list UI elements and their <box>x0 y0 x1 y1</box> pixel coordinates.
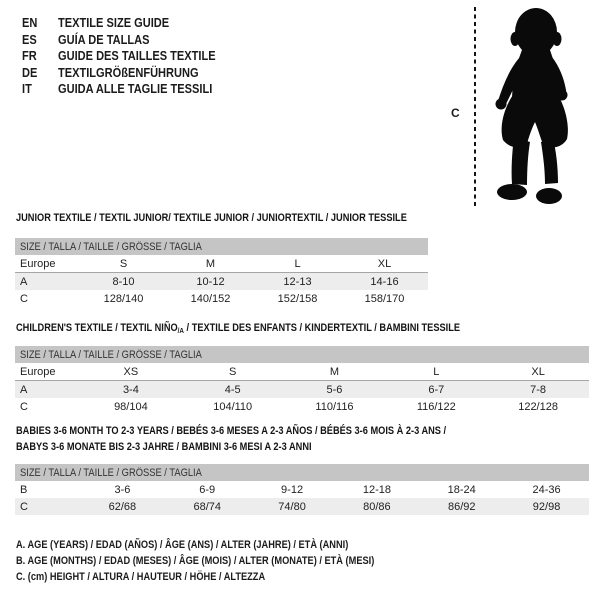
table-row-a: A 8-10 10-12 12-13 14-16 <box>15 272 428 290</box>
lang-code: ES <box>22 31 37 47</box>
value-cell: 122/128 <box>518 400 558 413</box>
children-size-table: SIZE / TALLA / TAILLE / GRÖSSE / TAGLIA … <box>15 346 589 415</box>
size-header-bar: SIZE / TALLA / TAILLE / GRÖSSE / TAGLIA <box>15 464 589 481</box>
footnote-c: C. (cm) HEIGHT / ALTURA / HAUTEUR / HÖHE… <box>16 571 266 584</box>
lang-label: TEXTILE SIZE GUIDE <box>58 15 170 30</box>
table-row-c: C 62/68 68/74 74/80 80/86 86/92 92/98 <box>15 498 589 515</box>
value-cell: 4-5 <box>181 380 284 398</box>
row-label: C <box>20 400 28 413</box>
col-header: S <box>181 363 284 381</box>
value-cell: 24-36 <box>532 483 561 496</box>
size-header-bar: SIZE / TALLA / TAILLE / GRÖSSE / TAGLIA <box>15 238 428 255</box>
footnote-legend: A. AGE (YEARS) / EDAD (AÑOS) / ÂGE (ANS)… <box>16 537 443 586</box>
lang-code: EN <box>22 15 38 30</box>
value-cell: 158/170 <box>364 292 405 305</box>
value-cell: 3-6 <box>114 483 131 496</box>
value-cell: 110/116 <box>315 400 354 413</box>
value-cell: 104/110 <box>213 400 253 413</box>
lang-row-fr: FR GUIDE DES TAILLES TEXTILE <box>22 48 243 65</box>
col-header: L <box>254 255 341 273</box>
value-cell: 116/122 <box>416 400 456 413</box>
row-label: A <box>15 272 80 290</box>
value-cell: 98/104 <box>114 400 148 413</box>
row-label: C <box>15 498 80 515</box>
value-cell: 12-13 <box>254 272 341 290</box>
table-row-b: B 3-6 6-9 9-12 12-18 18-24 24-36 <box>15 481 589 498</box>
footnote-b: B. AGE (MONTHS) / EDAD (MESES) / ÂGE (MO… <box>16 555 375 568</box>
value-cell: 140/152 <box>190 292 231 305</box>
lang-row-en: EN TEXTILE SIZE GUIDE <box>22 15 243 32</box>
size-header-label: SIZE / TALLA / TAILLE / GRÖSSE / TAGLIA <box>20 240 202 253</box>
table-row-c: C 98/104 104/110 110/116 116/122 122/128 <box>15 398 589 415</box>
col-header: M <box>283 363 386 381</box>
value-cell: 128/140 <box>103 292 144 305</box>
column-header-row: Europe XS S M L XL <box>15 363 589 381</box>
lang-label: GUIDE DES TAILLES TEXTILE <box>58 48 216 63</box>
col-header: XL <box>341 255 428 273</box>
value-cell: 18-24 <box>447 483 476 496</box>
table-row-c: C 128/140 140/152 152/158 158/170 <box>15 290 428 307</box>
value-cell: 3-4 <box>80 380 182 398</box>
col-header: XL <box>487 363 589 381</box>
row-label: C <box>20 292 28 305</box>
col-header-europe: Europe <box>15 363 80 381</box>
lang-label: GUÍA DE TALLAS <box>58 31 150 47</box>
babies-table-title: BABIES 3-6 MONTH TO 2-3 YEARS / BEBÉS 3-… <box>16 424 446 455</box>
babies-title-line2: BABYS 3-6 MONATE BIS 2-3 JAHRE / BAMBINI… <box>16 440 312 453</box>
lang-row-es: ES GUÍA DE TALLAS <box>22 32 243 49</box>
row-label: B <box>20 483 28 496</box>
value-cell: 12-18 <box>362 483 391 496</box>
value-cell: 68/74 <box>164 498 250 515</box>
junior-size-table: SIZE / TALLA / TAILLE / GRÖSSE / TAGLIA … <box>15 238 428 307</box>
column-header-row: Europe S M L XL <box>15 255 428 273</box>
table-row-a: A 3-4 4-5 5-6 6-7 7-8 <box>15 380 589 398</box>
col-header-europe: Europe <box>15 255 80 273</box>
lang-code: FR <box>22 48 37 63</box>
footnote-a: A. AGE (YEARS) / EDAD (AÑOS) / ÂGE (ANS)… <box>16 539 349 551</box>
size-header-label: SIZE / TALLA / TAILLE / GRÖSSE / TAGLIA <box>20 466 202 479</box>
value-cell: 8-10 <box>80 272 167 290</box>
size-header-label: SIZE / TALLA / TAILLE / GRÖSSE / TAGLIA <box>20 348 202 361</box>
children-table-title: CHILDREN'S TEXTILE / TEXTIL NIÑO/A / TEX… <box>16 322 460 335</box>
lang-code: IT <box>22 81 32 96</box>
lang-code: DE <box>22 64 38 80</box>
height-measure-dashed-line <box>474 7 476 208</box>
value-cell: 152/158 <box>277 292 318 305</box>
value-cell: 9-12 <box>281 483 304 496</box>
babies-size-table: SIZE / TALLA / TAILLE / GRÖSSE / TAGLIA … <box>15 464 589 515</box>
value-cell: 6-9 <box>199 483 216 496</box>
value-cell: 10-12 <box>167 272 254 290</box>
language-title-list: EN TEXTILE SIZE GUIDE ES GUÍA DE TALLAS … <box>22 15 243 98</box>
value-cell: 5-6 <box>283 380 386 398</box>
row-label: A <box>15 380 80 398</box>
value-cell: 6-7 <box>385 380 488 398</box>
lang-row-de: DE TEXTILGRÖßENFÜHRUNG <box>22 65 243 82</box>
value-cell: 80/86 <box>334 498 420 515</box>
value-cell: 74/80 <box>249 498 335 515</box>
toddler-silhouette-icon <box>495 8 568 204</box>
col-header: M <box>167 255 254 273</box>
value-cell: 86/92 <box>419 498 505 515</box>
value-cell: 92/98 <box>504 498 589 515</box>
lang-label: TEXTILGRÖßENFÜHRUNG <box>58 64 199 80</box>
col-header: L <box>385 363 488 381</box>
size-header-bar: SIZE / TALLA / TAILLE / GRÖSSE / TAGLIA <box>15 346 589 363</box>
children-title-post: / TEXTILE DES ENFANTS / KINDERTEXTIL / B… <box>183 322 461 334</box>
value-cell: 14-16 <box>341 272 428 290</box>
lang-row-it: IT GUIDA ALLE TAGLIE TESSILI <box>22 81 243 98</box>
value-cell: 7-8 <box>487 380 589 398</box>
children-title-pre: CHILDREN'S TEXTILE / TEXTIL NIÑO <box>16 322 178 334</box>
children-title-sub: /A <box>177 326 184 335</box>
value-cell: 62/68 <box>80 498 165 515</box>
col-header: S <box>80 255 167 273</box>
junior-table-title: JUNIOR TEXTILE / TEXTIL JUNIOR/ TEXTILE … <box>16 212 407 224</box>
col-header: XS <box>80 363 182 381</box>
babies-title-line1: BABIES 3-6 MONTH TO 2-3 YEARS / BEBÉS 3-… <box>16 425 447 437</box>
measure-c-label: C <box>451 106 460 120</box>
lang-label: GUIDA ALLE TAGLIE TESSILI <box>58 81 213 96</box>
